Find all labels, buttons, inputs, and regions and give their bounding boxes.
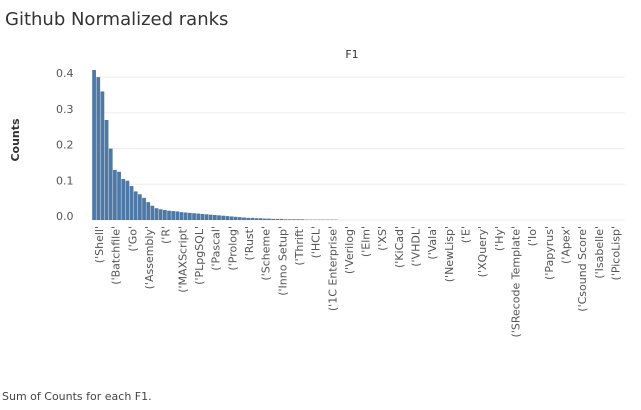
- bar: [242, 218, 246, 221]
- bar: [250, 218, 254, 220]
- x-tick-label: ('XS': [376, 226, 389, 251]
- bar: [92, 70, 96, 220]
- x-tick-label: ('Hy': [493, 226, 506, 251]
- x-tick-label: ('Elm': [360, 226, 373, 257]
- bar: [192, 213, 196, 220]
- bar: [284, 219, 288, 220]
- bar: [126, 181, 130, 220]
- bar: [225, 216, 229, 220]
- x-tick-label: ('Prolog': [226, 226, 239, 271]
- bar: [171, 211, 175, 220]
- x-tick-label: ('NewLisp': [443, 226, 456, 282]
- bar: [288, 219, 292, 220]
- bar: [142, 198, 146, 220]
- bar: [205, 214, 209, 220]
- bar: [255, 218, 259, 220]
- x-tick-label: ('Go': [126, 226, 139, 252]
- bar: [221, 216, 225, 220]
- bar: [101, 91, 105, 220]
- bar: [234, 217, 238, 220]
- bar: [167, 211, 171, 220]
- bar: [209, 215, 213, 220]
- x-tick-label: ('PLpgSQL': [193, 226, 206, 285]
- x-tick-label: ('Apex': [559, 226, 572, 264]
- bar: [159, 209, 163, 220]
- bar: [213, 215, 217, 220]
- bar: [271, 219, 275, 220]
- bar: [109, 149, 113, 220]
- bar: [130, 186, 134, 220]
- y-tick-label: 0.1: [56, 174, 74, 187]
- x-tick-label: ('Assembly': [143, 226, 156, 289]
- bar: [146, 202, 150, 220]
- x-tick-label: ('1C Enterprise': [326, 226, 339, 311]
- bar: [296, 219, 300, 220]
- bar: [230, 216, 234, 220]
- bar: [267, 219, 271, 220]
- x-tick-label: ('MAXScript': [176, 226, 189, 293]
- x-tick-label: ('Batchfile': [110, 226, 123, 285]
- x-tick-label: ('Verilog': [343, 226, 356, 274]
- x-tick-label: ('Pascal': [210, 226, 223, 271]
- bar: [217, 215, 221, 220]
- x-tick-label: ('Vala': [426, 226, 439, 260]
- bar: [238, 217, 242, 220]
- bar: [300, 219, 304, 220]
- bar: [117, 172, 121, 220]
- bar: [292, 219, 296, 220]
- bar: [280, 219, 284, 220]
- bar: [246, 218, 250, 220]
- bar: [188, 213, 192, 220]
- bar: [200, 214, 204, 220]
- bar: [196, 214, 200, 220]
- x-tick-label: ('R': [160, 226, 173, 244]
- x-tick-label: ('Thrift': [293, 226, 306, 266]
- x-tick-label: ('Shell': [93, 226, 106, 263]
- y-tick-label: 0.4: [56, 67, 74, 80]
- x-tick-label: ('KiCad': [393, 226, 406, 268]
- x-tick-label: ('PicoLisp': [609, 226, 622, 280]
- bar: [105, 120, 109, 220]
- bar: [134, 191, 138, 220]
- y-axis-label: Counts: [9, 118, 22, 162]
- column-header: F1: [345, 48, 358, 61]
- x-tick-label: ('E': [460, 226, 473, 243]
- footer: Sum of Counts for each F1.: [2, 390, 152, 403]
- bar: [138, 194, 142, 220]
- bar: [121, 179, 125, 220]
- bar: [180, 212, 184, 220]
- x-tick-label: ('Papyrus': [543, 226, 556, 280]
- bar: [96, 77, 100, 220]
- y-tick-label: 0.0: [56, 210, 74, 223]
- x-tick-label: ('Inno Setup': [276, 226, 289, 296]
- x-tick-label: ('HCL': [310, 226, 323, 258]
- bar: [263, 219, 267, 220]
- x-tick-label: ('Scheme': [260, 226, 273, 281]
- x-tick-label: ('Csound Score': [576, 226, 589, 312]
- bar: [151, 206, 155, 220]
- x-tick-label: ('Io': [526, 226, 539, 246]
- bar: [275, 219, 279, 220]
- bar: [259, 218, 263, 220]
- x-tick-label: ('XQuery': [476, 226, 489, 277]
- bar: [113, 170, 117, 220]
- bar: [163, 210, 167, 220]
- bar: [175, 211, 179, 220]
- bar: [184, 213, 188, 221]
- x-tick-label: ('SRecode Template': [509, 226, 522, 337]
- chart-title: Github Normalized ranks: [5, 9, 228, 30]
- x-tick-label: ('VHDL': [410, 226, 423, 267]
- y-tick-label: 0.2: [56, 139, 74, 152]
- x-tick-label: ('Rust': [243, 226, 256, 261]
- y-tick-label: 0.3: [56, 103, 74, 116]
- bar: [155, 208, 159, 220]
- x-tick-label: ('Isabelle': [593, 226, 606, 279]
